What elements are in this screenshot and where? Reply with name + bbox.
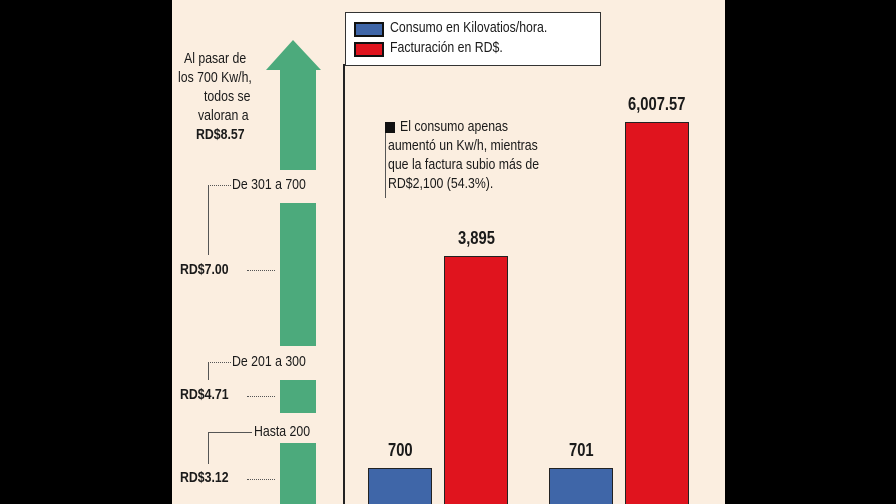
- tariff-segment-0-200: [280, 443, 316, 504]
- tier-range: Hasta 200: [254, 423, 311, 440]
- connector: [208, 362, 231, 363]
- arrow-head-icon: [266, 40, 321, 70]
- top-note-line: todos se: [204, 88, 251, 105]
- arrow-pointer: [247, 479, 275, 480]
- legend-label: Facturación en RD$.: [390, 39, 503, 56]
- legend: Consumo en Kilovatios/hora. Facturación …: [345, 12, 601, 66]
- tier-price: RD$4.71: [180, 386, 229, 403]
- tier-range: De 201 a 300: [232, 353, 306, 370]
- connector: [208, 185, 209, 255]
- annotation-line: aumentó un Kw/h, mientras: [388, 137, 538, 154]
- bar-consumo: [368, 468, 432, 504]
- connector: [208, 185, 231, 186]
- bar-value-label: 3,895: [457, 228, 495, 249]
- top-note-price: RD$8.57: [196, 126, 245, 143]
- bar-facturacion: [444, 256, 508, 504]
- bar-value-label: 6,007.57: [628, 94, 686, 114]
- annotation-line: RD$2,100 (54.3%).: [388, 175, 494, 192]
- divider: [343, 64, 345, 504]
- connector: [208, 432, 209, 464]
- legend-swatch-facturacion: [354, 42, 384, 57]
- legend-swatch-consumo: [354, 22, 384, 37]
- tier-price: RD$3.12: [180, 469, 229, 486]
- tariff-segment-top: [280, 69, 316, 170]
- top-note-line: Al pasar de: [184, 50, 247, 67]
- connector: [208, 362, 209, 380]
- arrow-pointer: [247, 270, 275, 271]
- bullet-icon: [385, 122, 395, 133]
- bar-value-label: 701: [568, 439, 594, 460]
- annotation-line: El consumo apenas: [400, 118, 509, 135]
- annotation-line: que la factura subio más de: [388, 156, 540, 173]
- annotation-rule: [385, 122, 386, 198]
- tier-price: RD$7.00: [180, 261, 229, 278]
- bar-consumo: [549, 467, 613, 504]
- arrow-pointer: [247, 396, 275, 397]
- top-note-line: valoran a: [198, 107, 249, 124]
- connector: [208, 432, 252, 433]
- tariff-segment-301-700: [280, 203, 316, 346]
- tariff-segment-201-300: [280, 380, 316, 413]
- tier-range: De 301 a 700: [232, 176, 306, 193]
- bar-facturacion: [625, 122, 689, 504]
- bar-value-label: 700: [387, 440, 413, 460]
- legend-label: Consumo en Kilovatios/hora.: [390, 19, 548, 36]
- top-note-line: los 700 Kw/h,: [178, 69, 252, 86]
